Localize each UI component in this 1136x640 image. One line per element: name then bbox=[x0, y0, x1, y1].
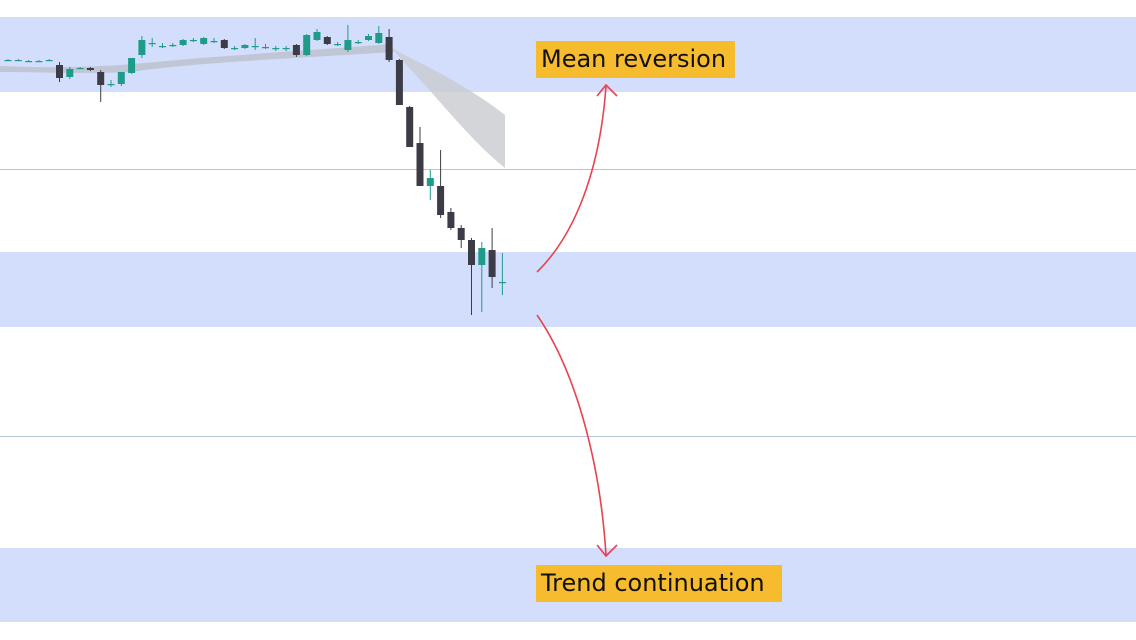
candle-body bbox=[66, 69, 74, 77]
candle-body bbox=[354, 42, 362, 44]
candle-body bbox=[128, 58, 136, 73]
candle-body bbox=[282, 48, 290, 50]
candles bbox=[4, 25, 506, 315]
candle-body bbox=[262, 47, 269, 49]
candle-body bbox=[437, 186, 445, 215]
candle-body bbox=[45, 60, 53, 62]
arrow-head bbox=[596, 544, 618, 558]
candle-body bbox=[179, 40, 187, 45]
candle-body bbox=[292, 45, 300, 55]
candle-body bbox=[498, 282, 506, 284]
candle-body bbox=[334, 44, 342, 46]
label-box bbox=[536, 41, 735, 78]
arrow-down bbox=[536, 314, 607, 556]
candle-body bbox=[488, 250, 496, 277]
candle-body bbox=[313, 32, 321, 40]
candle-body bbox=[4, 60, 12, 62]
projection-cone bbox=[392, 48, 505, 168]
candle-body bbox=[416, 143, 424, 186]
candle-body bbox=[375, 33, 383, 43]
candle-body bbox=[35, 61, 43, 63]
candle-body bbox=[303, 35, 311, 55]
candle-body bbox=[241, 45, 249, 48]
candle-body bbox=[323, 37, 331, 44]
candle-body bbox=[148, 43, 156, 45]
candle-body bbox=[210, 41, 218, 43]
candle-body bbox=[468, 240, 475, 265]
candle-body bbox=[25, 61, 33, 63]
candle-body bbox=[457, 228, 465, 240]
candle-body bbox=[138, 40, 146, 55]
candle-body bbox=[169, 45, 177, 47]
arrow-up bbox=[536, 85, 607, 273]
candle-body bbox=[117, 72, 125, 84]
candle-body bbox=[86, 68, 94, 70]
candle-body bbox=[97, 72, 105, 85]
candle-body bbox=[344, 40, 352, 50]
arrow-head bbox=[596, 83, 618, 97]
candle-body bbox=[385, 37, 393, 60]
candle-body bbox=[365, 36, 372, 40]
candle-body bbox=[159, 46, 166, 48]
candle-body bbox=[220, 40, 228, 48]
label-box bbox=[536, 565, 782, 602]
candle-body bbox=[406, 107, 414, 147]
annotation: Trend continuation bbox=[540, 569, 765, 597]
candle-body bbox=[200, 38, 208, 44]
candle-body bbox=[189, 40, 197, 42]
candle-body bbox=[426, 178, 434, 186]
candle-body bbox=[447, 212, 455, 228]
candle-body bbox=[76, 68, 84, 70]
candle-body bbox=[107, 84, 115, 86]
candle-body bbox=[56, 65, 63, 78]
zone-band bbox=[0, 252, 1136, 327]
candle-body bbox=[231, 48, 239, 50]
candle-body bbox=[251, 46, 259, 48]
candle-body bbox=[478, 248, 486, 265]
annotation: Mean reversion bbox=[541, 45, 726, 73]
candle-body bbox=[14, 60, 22, 62]
candle-body bbox=[395, 60, 403, 105]
candle-body bbox=[272, 48, 280, 50]
